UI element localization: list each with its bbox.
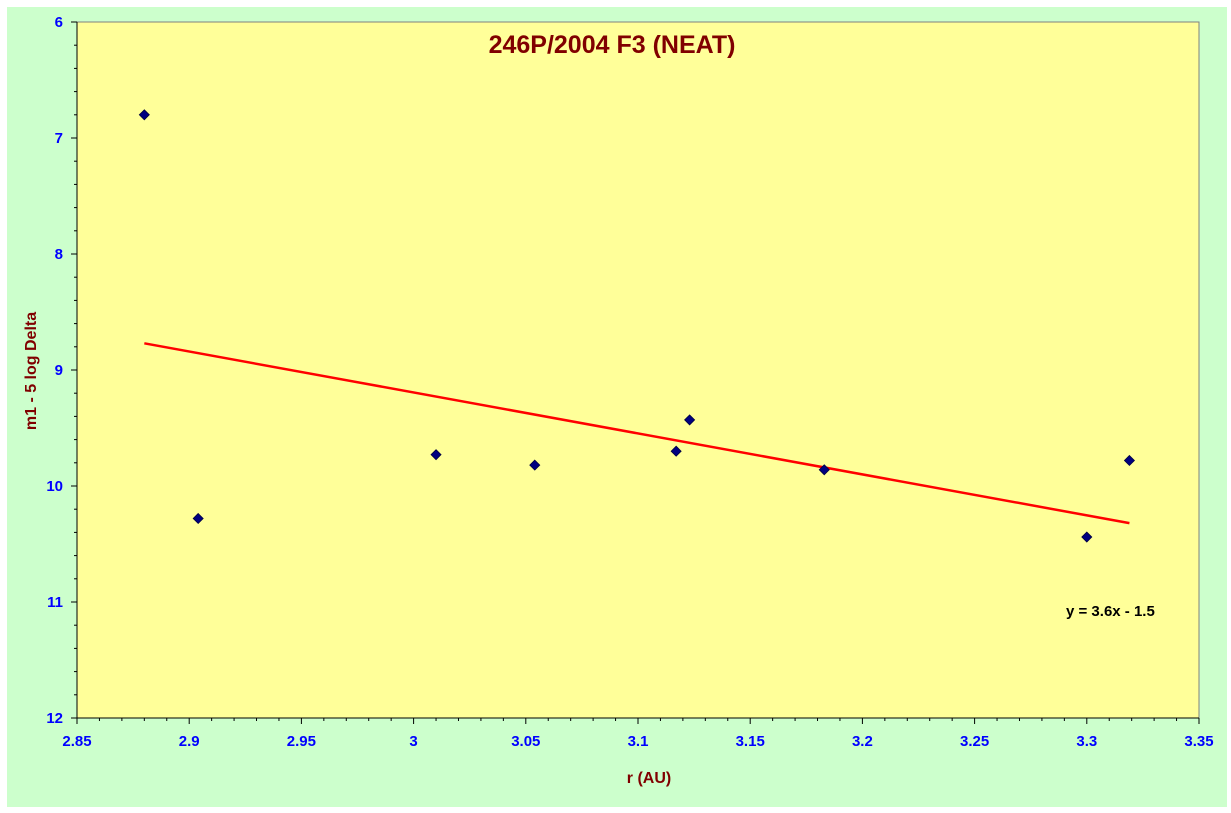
x-tick-label: 3.35: [1184, 733, 1213, 750]
y-tick-label: 11: [47, 594, 63, 611]
y-tick-label: 8: [55, 246, 63, 263]
data-point: [529, 459, 541, 471]
data-point: [192, 512, 204, 525]
data-point: [684, 414, 696, 426]
x-tick-label: 3.05: [511, 733, 540, 750]
y-tick-label: 7: [55, 130, 63, 147]
y-tick-label: 12: [46, 710, 63, 727]
x-tick-label: 3.2: [852, 733, 873, 750]
x-tick-label: 2.9: [179, 733, 200, 750]
x-tick-label: 2.95: [287, 733, 316, 750]
y-tick-label: 9: [55, 362, 63, 379]
y-tick-label: 6: [55, 14, 63, 31]
x-tick-label: 3.15: [736, 733, 765, 750]
x-tick-label: 2.85: [62, 733, 91, 750]
data-point: [1123, 454, 1136, 467]
x-tick-label: 3: [409, 733, 417, 750]
data-point: [818, 464, 830, 476]
y-tick-label: 10: [46, 478, 63, 495]
data-point: [670, 445, 682, 457]
plot-area: [76, 21, 1200, 719]
data-point: [1081, 531, 1093, 543]
data-point: [430, 449, 442, 461]
axes: 2.85 2.9 2.95 3 3.05 3.1 3.15 3.2 3.25 3.3 3.35 6 7 8…: [46, 14, 1213, 750]
x-axis-title: r (AU): [627, 770, 671, 787]
chart-title: 246P/2004 F3 (NEAT): [489, 31, 736, 59]
x-tick-label: 3.3: [1076, 733, 1097, 750]
y-axis-title: m1 - 5 log Delta: [23, 312, 40, 430]
x-tick-label: 3.1: [628, 733, 649, 750]
trendline: [144, 342, 1130, 525]
trendline-group: [144, 342, 1130, 525]
x-tick-label: 3.25: [960, 733, 989, 750]
data-point: [138, 109, 150, 121]
data-points: [138, 109, 1136, 543]
trendline-equation: y = 3.6x - 1.5: [1066, 603, 1155, 620]
